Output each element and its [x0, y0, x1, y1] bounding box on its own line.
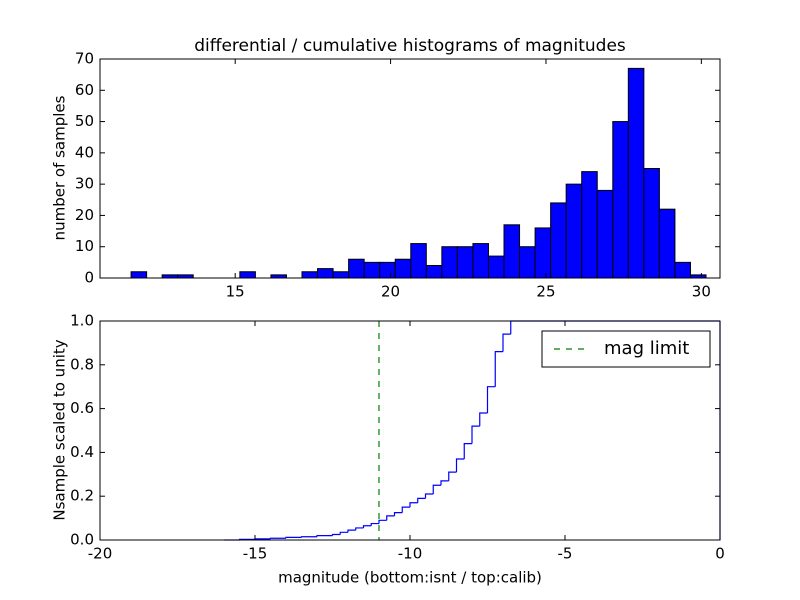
step-segment: [440, 480, 449, 486]
step-segment: [409, 502, 418, 508]
histogram-bar: [550, 202, 567, 279]
histogram-bar: [643, 168, 660, 279]
step-segment: [339, 531, 348, 535]
histogram-bar: [658, 208, 676, 279]
step-segment: [417, 497, 426, 503]
histogram-bar: [519, 246, 536, 279]
y-tick-label: 0.0: [70, 531, 94, 549]
histogram-bar: [130, 271, 148, 279]
histogram-bar: [332, 271, 350, 279]
histogram-bar: [301, 271, 319, 279]
step-segment: [494, 351, 503, 387]
step-segment: [300, 536, 317, 538]
y-axis-label: Nsample scaled to unity: [51, 339, 69, 520]
x-axis-label: magnitude (bottom:isnt / top:calib): [278, 569, 542, 587]
y-tick-label: 50: [75, 112, 94, 130]
step-segment: [401, 506, 410, 513]
step-segment: [393, 512, 403, 516]
step-segment: [347, 529, 356, 533]
y-tick-label: 1.0: [70, 312, 94, 330]
histogram-bar: [596, 189, 614, 279]
histogram-bar: [503, 224, 521, 279]
step-segment: [378, 519, 387, 524]
x-tick-label: 0: [715, 545, 725, 563]
step-segment: [316, 535, 333, 537]
y-tick-label: 0.2: [70, 487, 94, 505]
x-tick-label: -10: [398, 545, 423, 563]
step-segment: [386, 515, 395, 521]
y-tick-label: 20: [75, 206, 94, 224]
step-segment: [479, 412, 488, 427]
histogram-bar: [534, 227, 552, 279]
histogram-bar: [363, 261, 381, 279]
histogram-bar: [317, 268, 334, 279]
chart-title: differential / cumulative histograms of …: [194, 36, 626, 56]
step-segment: [448, 471, 457, 481]
x-tick-label: 30: [692, 283, 711, 301]
y-tick-label: 0: [84, 269, 94, 287]
histogram-bar: [379, 261, 396, 279]
histogram-bar: [472, 243, 489, 279]
y-tick-label: 0.6: [70, 399, 94, 417]
histogram-bar: [425, 264, 443, 279]
histogram-bar: [565, 183, 583, 279]
y-tick-label: 10: [75, 237, 94, 255]
x-tick-label: -5: [558, 545, 573, 563]
histogram-bar: [239, 271, 256, 279]
y-tick-label: 0.4: [70, 443, 94, 461]
y-tick-label: 70: [75, 50, 94, 68]
x-tick-label: -15: [243, 545, 268, 563]
histogram-bar: [612, 121, 629, 279]
step-segment: [370, 522, 379, 526]
x-tick-label: 20: [381, 283, 400, 301]
legend-label: mag limit: [604, 338, 689, 359]
histogram-bar: [441, 246, 458, 279]
histogram-bar: [581, 171, 598, 279]
histogram-bar: [674, 261, 691, 279]
histogram-bar: [410, 243, 427, 279]
step-segment: [432, 484, 441, 495]
x-tick-label: -20: [88, 545, 113, 563]
histogram-bar: [394, 258, 412, 279]
histogram-bar: [456, 246, 474, 279]
x-tick-label: 25: [536, 283, 555, 301]
y-axis-label: number of samples: [51, 95, 69, 240]
histogram-bar: [348, 258, 365, 279]
histogram-bar: [487, 255, 505, 279]
step-segment: [463, 443, 472, 459]
step-segment: [424, 493, 434, 499]
y-tick-label: 30: [75, 175, 94, 193]
y-tick-label: 40: [75, 143, 94, 161]
step-segment: [502, 333, 511, 352]
histogram-bar: [627, 67, 645, 279]
step-segment: [285, 536, 302, 539]
step-segment: [486, 386, 496, 413]
step-segment: [331, 533, 341, 536]
step-segment: [455, 458, 465, 473]
plot-frame: [99, 58, 721, 279]
y-tick-label: 60: [75, 81, 94, 99]
step-segment: [471, 425, 480, 444]
step-segment: [269, 537, 286, 539]
x-tick-label: 15: [226, 283, 245, 301]
step-segment: [355, 527, 364, 531]
step-segment: [362, 525, 372, 528]
y-tick-label: 0.8: [70, 355, 94, 373]
